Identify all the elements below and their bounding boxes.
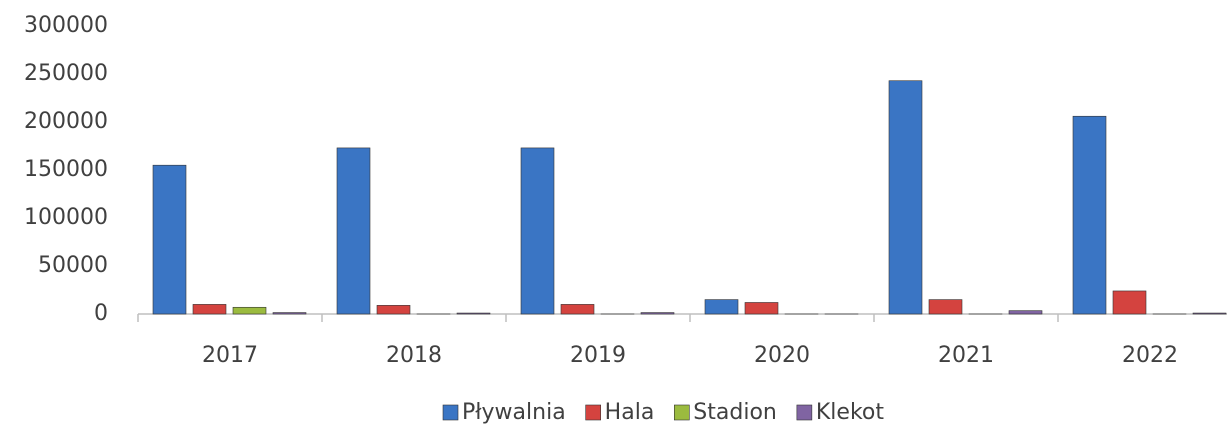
y-tick-label: 200000 (24, 109, 108, 134)
bar (704, 299, 739, 315)
y-tick-label: 300000 (24, 13, 108, 38)
legend-label: Pływalnia (462, 400, 566, 425)
x-tick-label: 2020 (754, 343, 810, 368)
bar (520, 147, 555, 315)
legend-swatch (796, 404, 813, 421)
y-tick-label: 0 (94, 301, 108, 326)
x-tick-label: 2017 (202, 343, 258, 368)
bar (272, 312, 307, 315)
bar (640, 312, 675, 315)
legend-swatch (585, 404, 601, 421)
x-tick-label: 2021 (938, 343, 994, 368)
bar (1008, 310, 1043, 315)
legend-label: Klekot (816, 400, 884, 425)
bar (376, 305, 411, 315)
bar (744, 302, 779, 315)
bar (456, 312, 491, 315)
legend-label: Stadion (693, 400, 777, 425)
y-tick-label: 50000 (38, 253, 108, 278)
legend: Pływalnia Hala Stadion Klekot (442, 400, 884, 425)
legend-swatch (442, 404, 459, 421)
y-tick-label: 150000 (24, 157, 108, 182)
bar (192, 304, 227, 315)
bar (888, 80, 923, 315)
bar (928, 299, 963, 315)
x-tick-label: 2019 (570, 343, 626, 368)
legend-swatch (674, 404, 690, 421)
bar (560, 304, 595, 315)
legend-label: Hala (605, 400, 655, 425)
x-tick-label: 2022 (1122, 343, 1178, 368)
bar (1112, 290, 1147, 315)
bar (1072, 115, 1107, 315)
x-tick-label: 2018 (386, 343, 442, 368)
bar (232, 306, 267, 315)
bar (1192, 312, 1227, 315)
bar (152, 164, 187, 315)
y-tick-label: 100000 (24, 205, 108, 230)
bar (336, 147, 371, 315)
y-tick-label: 250000 (24, 61, 108, 86)
